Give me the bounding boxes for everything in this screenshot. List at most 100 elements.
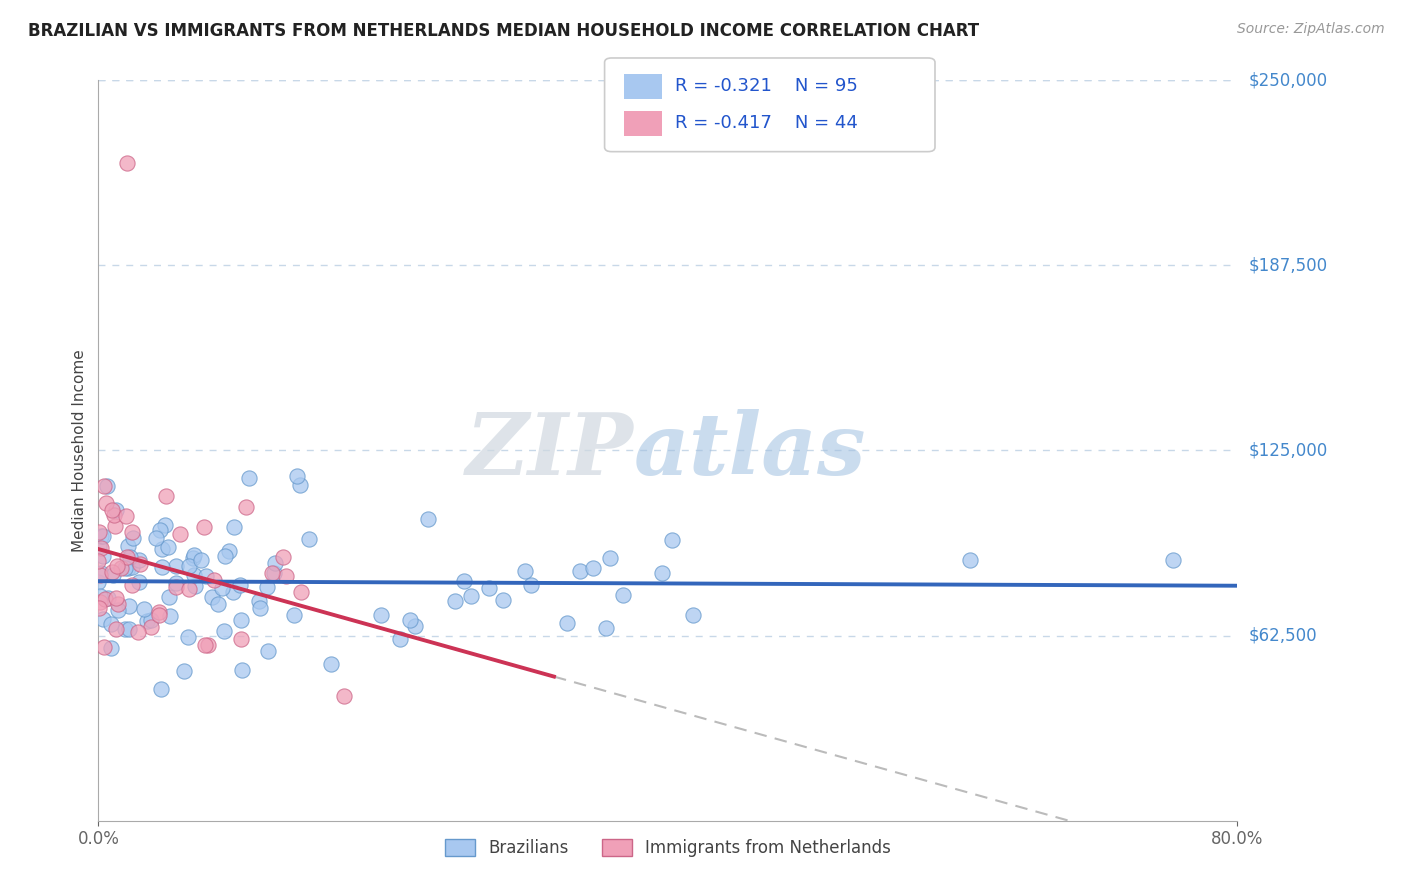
- Point: [118, 599, 141, 613]
- Text: R = -0.321    N = 95: R = -0.321 N = 95: [675, 78, 858, 95]
- Point: [193, 520, 215, 534]
- Point: [211, 581, 233, 595]
- Point: [90, 528, 112, 542]
- Point: [222, 584, 245, 599]
- Point: [257, 643, 280, 657]
- Point: [94, 496, 117, 510]
- Point: [121, 578, 143, 592]
- Point: [453, 574, 475, 589]
- Point: [176, 630, 198, 644]
- Point: [105, 558, 128, 573]
- Text: $62,500: $62,500: [1249, 626, 1317, 645]
- Point: [214, 549, 236, 564]
- Point: [290, 584, 312, 599]
- Point: [89, 567, 111, 582]
- Point: [89, 600, 111, 615]
- Point: [100, 617, 122, 632]
- Text: Source: ZipAtlas.com: Source: ZipAtlas.com: [1237, 22, 1385, 37]
- Point: [89, 589, 111, 603]
- Point: [332, 690, 354, 704]
- Point: [157, 590, 180, 604]
- Point: [103, 568, 125, 582]
- Point: [256, 580, 278, 594]
- Point: [128, 553, 150, 567]
- Point: [166, 580, 188, 594]
- Point: [399, 613, 422, 627]
- Point: [87, 554, 110, 568]
- Point: [103, 508, 125, 522]
- Point: [149, 681, 172, 696]
- Point: [128, 557, 150, 571]
- Point: [90, 566, 112, 580]
- Legend: Brazilians, Immigrants from Netherlands: Brazilians, Immigrants from Netherlands: [439, 832, 897, 864]
- Point: [139, 613, 162, 627]
- Point: [120, 550, 142, 565]
- Point: [271, 550, 294, 565]
- Point: [128, 574, 150, 589]
- Text: $250,000: $250,000: [1249, 71, 1327, 89]
- Text: atlas: atlas: [634, 409, 866, 492]
- Point: [283, 607, 305, 622]
- Point: [122, 531, 145, 545]
- Point: [115, 549, 138, 564]
- Point: [460, 589, 482, 603]
- Point: [197, 638, 219, 652]
- Point: [96, 479, 118, 493]
- Point: [274, 569, 297, 583]
- Point: [105, 503, 128, 517]
- Point: [513, 564, 536, 578]
- Point: [959, 553, 981, 567]
- Point: [100, 640, 122, 655]
- Point: [117, 560, 139, 574]
- Point: [165, 558, 187, 573]
- Point: [107, 602, 129, 616]
- Point: [321, 657, 343, 671]
- Point: [148, 605, 170, 619]
- Point: [195, 569, 218, 583]
- Point: [222, 520, 245, 534]
- Point: [149, 523, 172, 537]
- Point: [114, 623, 136, 637]
- Point: [87, 574, 110, 589]
- Point: [229, 632, 252, 647]
- Point: [145, 531, 167, 545]
- Point: [389, 632, 412, 646]
- Point: [444, 594, 467, 608]
- Point: [156, 540, 179, 554]
- Point: [612, 588, 634, 602]
- Point: [183, 548, 205, 562]
- Point: [416, 511, 439, 525]
- Point: [115, 156, 138, 170]
- Point: [370, 607, 392, 622]
- Point: [661, 533, 683, 547]
- Point: [103, 519, 125, 533]
- Point: [117, 539, 139, 553]
- Point: [194, 638, 217, 652]
- Text: R = -0.417    N = 44: R = -0.417 N = 44: [675, 114, 858, 132]
- Point: [93, 612, 115, 626]
- Point: [114, 561, 136, 575]
- Point: [599, 551, 621, 566]
- Point: [87, 540, 110, 554]
- Point: [159, 608, 181, 623]
- Point: [229, 578, 252, 592]
- Point: [105, 623, 128, 637]
- Point: [263, 557, 285, 571]
- Point: [247, 594, 270, 608]
- Point: [177, 582, 200, 596]
- Point: [141, 620, 163, 634]
- Point: [169, 527, 191, 541]
- Point: [179, 558, 201, 573]
- Text: BRAZILIAN VS IMMIGRANTS FROM NETHERLANDS MEDIAN HOUSEHOLD INCOME CORRELATION CHA: BRAZILIAN VS IMMIGRANTS FROM NETHERLANDS…: [28, 22, 979, 40]
- Point: [595, 621, 617, 635]
- Point: [89, 595, 111, 609]
- Point: [569, 564, 592, 578]
- Point: [285, 469, 308, 483]
- Point: [101, 503, 124, 517]
- Point: [165, 576, 187, 591]
- Point: [104, 591, 127, 606]
- Point: [183, 568, 205, 582]
- Point: [582, 561, 605, 575]
- Point: [214, 624, 236, 638]
- Text: $187,500: $187,500: [1249, 256, 1327, 275]
